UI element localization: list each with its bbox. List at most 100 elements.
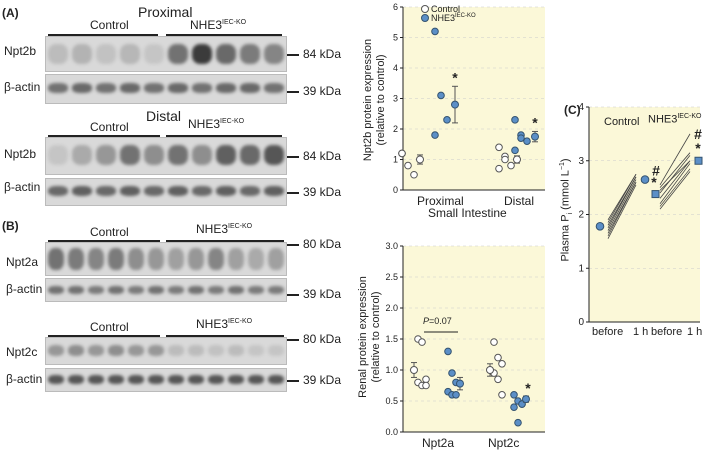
chart2-sig: * <box>525 380 531 396</box>
blot-band <box>128 374 144 385</box>
row-label-actin-npt2a: β-actin <box>6 282 43 296</box>
blot-band <box>268 285 284 295</box>
chart1-point <box>437 91 445 100</box>
chart1-legend-ko: NHE3IEC-KO <box>431 13 476 23</box>
chart2-point <box>514 418 522 427</box>
blot-proximal-npt2b <box>45 36 287 72</box>
blot-band <box>188 247 204 271</box>
chart3-control-after-mean <box>640 175 650 184</box>
chart3-ko-line <box>659 163 691 204</box>
size-mark-84-proximal <box>287 54 299 56</box>
blot-band <box>68 247 84 271</box>
chart3-ylabel: Plasma Pi (mmol L−1) <box>559 158 574 262</box>
chart2-ytick-label: 0.0 <box>385 427 398 437</box>
blot-band <box>72 145 92 165</box>
npt2c-control-label: Control <box>90 320 129 334</box>
panel-c-letter: (C) <box>564 103 581 117</box>
chart1-legend-marker-control <box>421 5 429 13</box>
chart2-ytick-label: 3.0 <box>385 241 398 251</box>
blot-band <box>120 83 140 94</box>
blot-band <box>188 344 204 357</box>
blot-band <box>148 344 164 357</box>
size-39-npt2a: 39 kDa <box>303 287 342 301</box>
chart2-mean-marker <box>486 366 494 374</box>
chart1-point <box>404 161 412 170</box>
chart1-point <box>507 161 515 170</box>
chart2-ytick-label: 2.5 <box>385 272 398 282</box>
blot-band <box>240 145 260 165</box>
chart3-ko-line <box>659 171 691 210</box>
blot-band <box>108 285 124 295</box>
blot-band <box>228 344 244 357</box>
blot-band <box>72 43 92 65</box>
blot-band <box>48 43 68 65</box>
npt2c-ko-label: NHE3IEC-KO <box>196 317 253 331</box>
size-mark-80-npt2a <box>287 244 299 246</box>
row-label-actin-distal: β-actin <box>4 180 41 194</box>
blot-band <box>96 185 116 196</box>
blot-band <box>148 285 164 295</box>
chart1-ytick-label: 2 <box>393 124 398 134</box>
chart3-ytick-label: 1 <box>578 263 584 274</box>
blot-band <box>48 344 64 357</box>
blot-band <box>192 43 212 65</box>
chart3-mark-hash: # <box>694 126 702 142</box>
blot-distal-npt2b <box>45 137 287 175</box>
chart2-mean-marker <box>522 395 530 404</box>
size-mark-39-npt2c <box>287 380 299 382</box>
chart3-ko-line <box>659 152 691 188</box>
chart3-ko-line <box>659 168 691 207</box>
blot-band <box>120 145 140 165</box>
chart3-legend-control: Control <box>604 116 640 128</box>
blot-band <box>148 247 164 271</box>
chart1-mean-marker <box>451 100 459 109</box>
chart3-cat-before-1: before <box>592 326 624 338</box>
chart2-point <box>448 369 456 377</box>
chart1-point <box>443 116 451 124</box>
blot-npt2c <box>45 337 287 365</box>
blot-band <box>240 43 260 65</box>
blot-npt2a-actin <box>45 278 287 302</box>
blot-band <box>248 285 264 295</box>
distal-control-label: Control <box>90 120 129 134</box>
chart1-point <box>431 131 439 139</box>
chart1-sig: * <box>452 69 458 85</box>
chart2-annotation: P=0.07 <box>423 316 452 326</box>
blot-band <box>168 43 188 65</box>
proximal-ko-label: NHE3IEC-KO <box>190 18 247 32</box>
blot-band <box>68 344 84 357</box>
blot-band <box>48 83 68 94</box>
size-mark-84-distal <box>287 156 299 158</box>
blot-band <box>68 374 84 385</box>
blot-band <box>240 185 260 196</box>
chart3-ytick-label: 2 <box>578 210 584 221</box>
blot-band <box>108 247 124 271</box>
chart1-sig: * <box>532 114 538 130</box>
blot-band <box>228 247 244 271</box>
blot-band <box>216 185 236 196</box>
blot-band <box>144 43 164 65</box>
chart2-point <box>422 375 430 384</box>
distal-title: Distal <box>146 108 182 124</box>
chart3-control-line <box>607 173 637 221</box>
blot-band <box>168 344 184 357</box>
chart3-control-before-mean <box>595 222 605 231</box>
chart1-ytick-label: 1 <box>393 155 398 165</box>
chart2-point <box>498 391 506 399</box>
blot-band <box>144 185 164 196</box>
proximal-control-line <box>48 34 158 36</box>
chart1-xlabel: Small Intestine <box>428 206 507 220</box>
blot-band <box>264 145 284 165</box>
blot-band <box>108 344 124 357</box>
blot-band <box>48 247 64 271</box>
blot-band <box>120 185 140 196</box>
blot-npt2c-actin <box>45 368 287 392</box>
chart2-point <box>510 403 518 412</box>
chart2-ytick-label: 0.5 <box>385 396 398 406</box>
chart1-ytick-label: 4 <box>393 63 398 73</box>
chart2-point <box>494 375 502 384</box>
proximal-title: Proximal <box>138 4 193 20</box>
size-mark-39-proximal <box>287 91 299 93</box>
blot-band <box>192 83 212 94</box>
chart3-ytick-label: 3 <box>578 156 584 167</box>
